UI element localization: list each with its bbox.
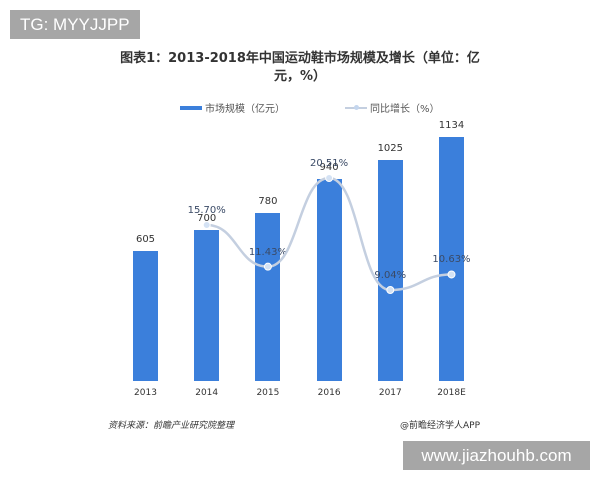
chart-legend: 市场规模（亿元） 同比增长（%） — [180, 100, 440, 115]
growth-value-label: 9.04% — [374, 270, 407, 281]
bar-value-label: 1025 — [377, 143, 404, 155]
source-note: 资料来源：前瞻产业研究院整理 — [108, 421, 235, 431]
bar-value-label: 1134 — [438, 120, 465, 131]
bar-2017 — [377, 160, 403, 381]
chart-title-line1: 图表1：2013-2018年中国运动鞋市场规模及增长（单位：亿 — [120, 51, 480, 66]
watermark-tag-top: TG: MYYJJPP — [10, 10, 140, 39]
bar-value-label: 700 — [197, 213, 217, 225]
bar-2013 — [133, 250, 158, 381]
chart-title-line2: 元，%） — [273, 69, 327, 84]
bar-2016 — [316, 178, 342, 381]
growth-value-label: 15.70% — [187, 204, 226, 216]
bar-value-label: 605 — [135, 233, 156, 245]
x-axis-label: 2015 — [256, 388, 280, 398]
x-axis-label: 2017 — [378, 388, 402, 398]
bar-value-label: 940 — [319, 161, 339, 173]
line-swatch-icon — [345, 104, 367, 110]
legend-item-market-size: 市场规模（亿元） — [180, 100, 285, 115]
growth-value-label: 10.63% — [432, 254, 471, 266]
bar-2015 — [255, 213, 281, 381]
legend-label: 同比增长（%） — [370, 104, 440, 115]
x-axis-label: 2014 — [195, 388, 219, 398]
bar-swatch-icon — [180, 105, 202, 110]
bar-2014 — [194, 230, 220, 381]
x-axis-label: 2018E — [437, 388, 466, 398]
bar-2018E — [439, 137, 464, 381]
chart-title: 图表1：2013-2018年中国运动鞋市场规模及增长（单位：亿 元，%） — [120, 50, 480, 86]
x-axis-label: 2016 — [317, 388, 341, 398]
growth-value-label: 20.51% — [310, 158, 349, 169]
x-axis-label: 2013 — [134, 388, 157, 398]
credit-note: @前瞻经济学人APP — [400, 421, 481, 431]
growth-value-label: 11.43% — [248, 246, 287, 258]
bar-value-label: 780 — [258, 196, 278, 208]
legend-item-growth: 同比增长（%） — [345, 100, 440, 115]
legend-label: 市场规模（亿元） — [205, 104, 285, 115]
watermark-tag-bottom: www.jiazhouhb.com — [403, 441, 590, 470]
